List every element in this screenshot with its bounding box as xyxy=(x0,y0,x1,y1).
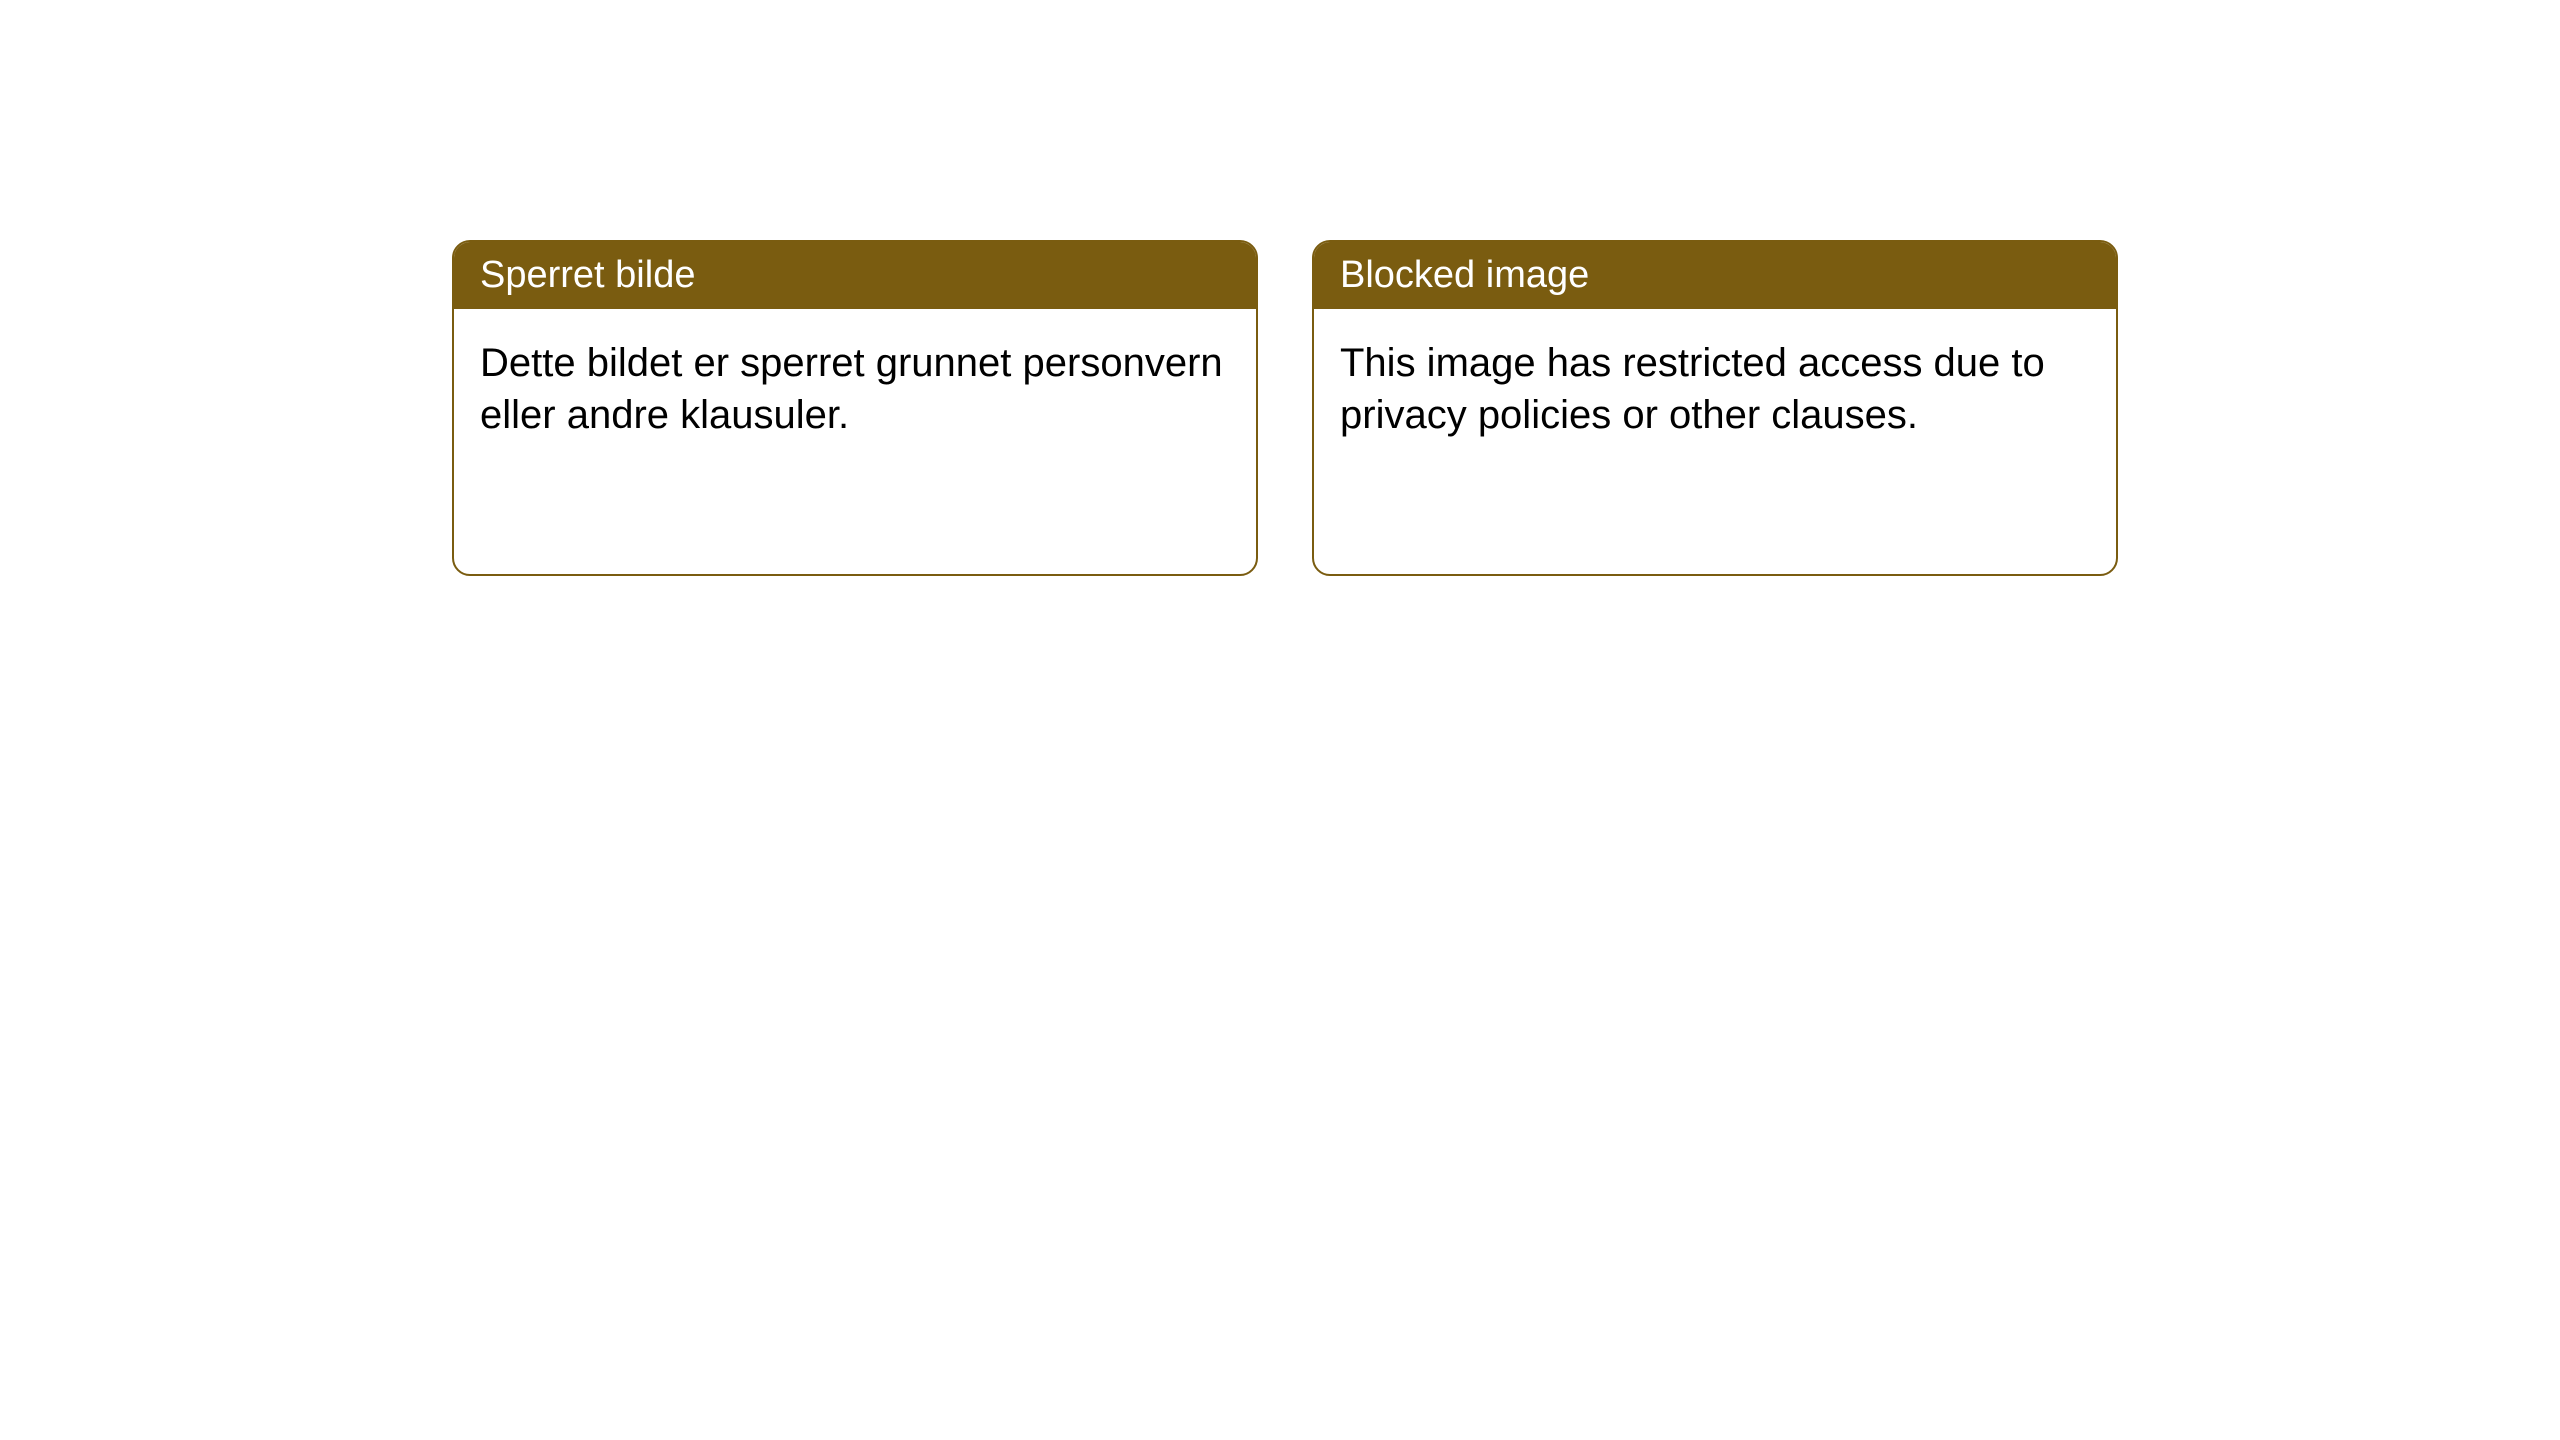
notice-header: Blocked image xyxy=(1314,242,2116,309)
notice-card-norwegian: Sperret bilde Dette bildet er sperret gr… xyxy=(452,240,1258,576)
notice-card-english: Blocked image This image has restricted … xyxy=(1312,240,2118,576)
notice-title: Blocked image xyxy=(1340,254,1589,296)
notice-text: This image has restricted access due to … xyxy=(1340,341,2045,437)
notice-header: Sperret bilde xyxy=(454,242,1256,309)
notice-container: Sperret bilde Dette bildet er sperret gr… xyxy=(0,0,2560,576)
notice-body: This image has restricted access due to … xyxy=(1314,309,2116,469)
notice-body: Dette bildet er sperret grunnet personve… xyxy=(454,309,1256,469)
notice-title: Sperret bilde xyxy=(480,254,695,296)
notice-text: Dette bildet er sperret grunnet personve… xyxy=(480,341,1223,437)
